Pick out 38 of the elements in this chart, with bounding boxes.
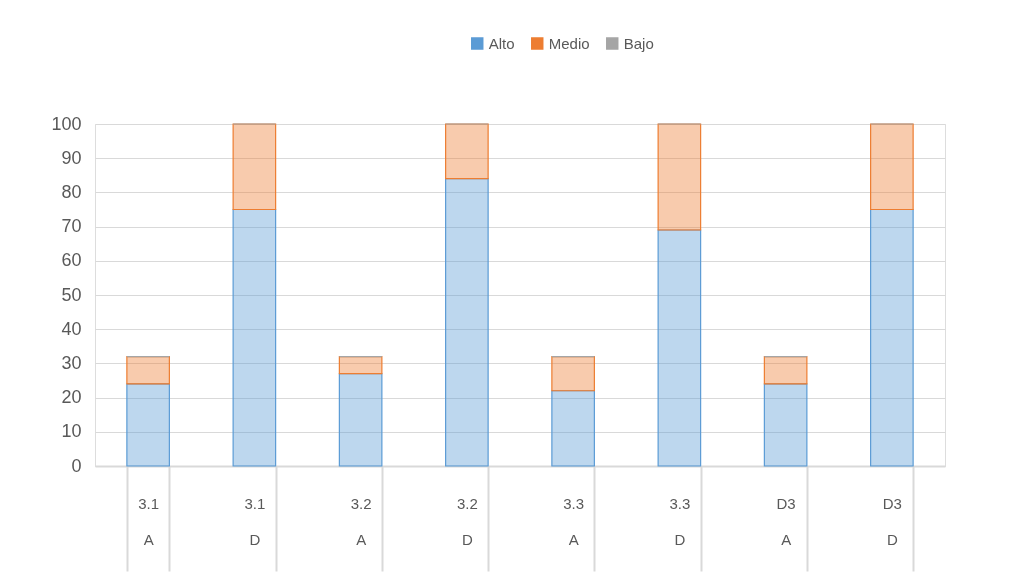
y-tick-label: 50 — [61, 284, 82, 305]
y-tick-label: 20 — [61, 387, 82, 408]
y-tick-label: 100 — [51, 113, 82, 134]
legend-label: Medio — [548, 34, 590, 52]
bar — [551, 355, 595, 392]
y-tick-label: 90 — [61, 147, 82, 168]
bar — [657, 123, 702, 231]
category-label: D3 A — [776, 494, 796, 548]
bar — [763, 355, 808, 385]
category-label: 3.1 D — [244, 494, 266, 548]
bar — [232, 208, 277, 467]
y-tick-label: 80 — [61, 181, 82, 202]
bar — [763, 383, 808, 467]
bar — [338, 355, 383, 375]
category-label: 3.2 D — [456, 494, 478, 548]
category-label: 3.3 A — [563, 494, 585, 548]
bar — [445, 178, 489, 467]
bar — [551, 390, 595, 467]
y-tick-label: 10 — [61, 421, 82, 442]
y-tick-label: 70 — [61, 216, 82, 237]
bar — [445, 123, 489, 180]
category-label: 3.3 D — [669, 494, 691, 548]
category-label: 3.2 A — [350, 494, 372, 548]
bar — [126, 355, 170, 385]
category-label: 3.1 A — [138, 494, 160, 548]
bar — [870, 123, 914, 211]
legend-label: Bajo — [623, 34, 654, 52]
bar — [126, 383, 170, 467]
legend-label: Alto — [488, 34, 515, 52]
y-tick-label: 40 — [61, 318, 82, 339]
bar — [338, 373, 383, 467]
y-tick-label: 0 — [71, 455, 82, 476]
bar — [232, 123, 277, 211]
bar — [870, 208, 914, 467]
bar — [657, 229, 702, 467]
y-tick-label: 60 — [61, 250, 82, 271]
category-label: D3 D — [882, 494, 902, 548]
y-tick-label: 30 — [61, 352, 82, 373]
